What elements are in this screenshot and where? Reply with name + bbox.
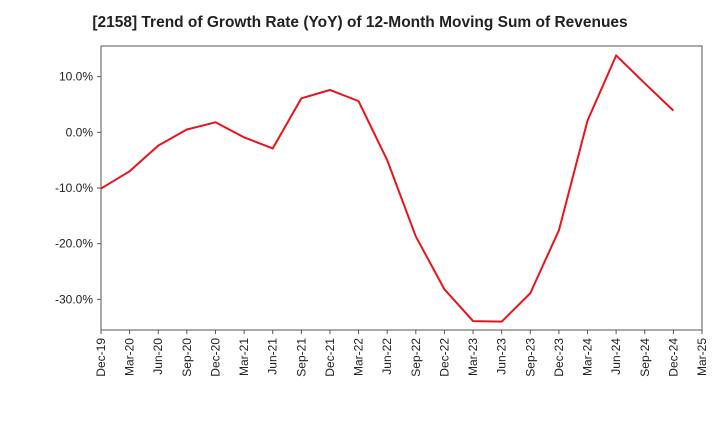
x-tick-label: Sep-21 [294, 338, 308, 377]
x-tick-label: Mar-25 [695, 338, 709, 376]
x-tick-label: Jun-22 [380, 338, 394, 375]
y-tick-label: 10.0% [59, 70, 93, 84]
y-tick-label: -20.0% [55, 237, 93, 251]
plot-frame [100, 45, 703, 331]
x-tick-label: Jun-20 [151, 338, 165, 375]
x-tick-label: Sep-24 [638, 338, 652, 377]
x-tick-label: Mar-21 [237, 338, 251, 376]
x-tick-label: Mar-23 [466, 338, 480, 376]
x-tick-label: Dec-21 [323, 338, 337, 377]
labels-layer: 10.0% 0.0% -10.0% -20.0% -30.0% Dec-19 Mar-20 J… [55, 70, 709, 377]
x-tick-label: Mar-22 [352, 338, 366, 376]
x-tick-label: Sep-22 [409, 338, 423, 377]
series-layer [100, 54, 675, 323]
x-tick-label: Dec-22 [437, 338, 451, 377]
x-tick-label: Dec-24 [666, 338, 680, 377]
x-tick-label: Sep-23 [523, 338, 537, 377]
y-tick-label: -10.0% [55, 181, 93, 195]
x-tick-label: Mar-24 [581, 338, 595, 376]
x-tick-label: Mar-20 [123, 338, 137, 376]
x-tick-label: Sep-20 [180, 338, 194, 377]
x-tick-label: Jun-21 [266, 338, 280, 375]
x-tick-label: Dec-23 [552, 338, 566, 377]
x-tick-label: Dec-20 [208, 338, 222, 377]
x-tick-label: Jun-24 [609, 338, 623, 375]
series-line [100, 54, 675, 323]
axes-layer [97, 45, 703, 334]
chart-title: [2158] Trend of Growth Rate (YoY) of 12-… [92, 14, 628, 31]
x-tick-label: Dec-19 [94, 338, 108, 377]
y-tick-label: -30.0% [55, 292, 93, 306]
y-tick-label: 0.0% [66, 125, 94, 139]
x-tick-label: Jun-23 [495, 338, 509, 375]
